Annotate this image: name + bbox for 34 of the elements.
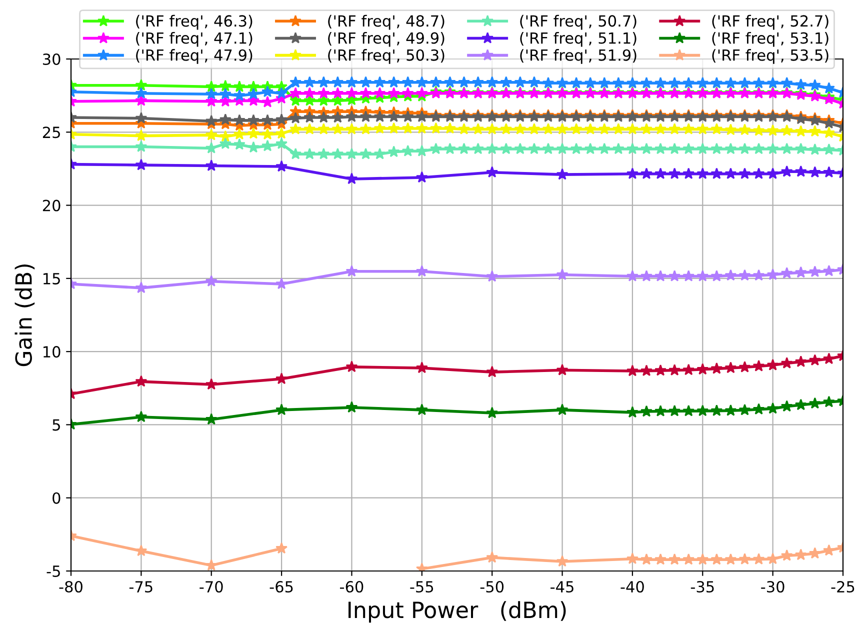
x-tick-label: -40 <box>620 580 644 593</box>
legend-label: ('RF freq', 51.9) <box>520 49 636 64</box>
legend-label: ('RF freq', 46.3) <box>136 14 252 30</box>
x-tick-label: -80 <box>59 580 82 593</box>
y-tick-label: 10 <box>44 346 60 358</box>
y-tick-label: -5 <box>46 566 60 578</box>
legend-label: ('RF freq', 50.7) <box>520 14 636 30</box>
y-tick-label: 15 <box>44 273 60 284</box>
x-tick-label: -65 <box>270 580 293 593</box>
x-tick-label: -30 <box>761 580 784 593</box>
x-axis-title: Input Power (dBm) <box>348 601 566 623</box>
y-tick-label: 20 <box>42 200 60 212</box>
legend-label: ('RF freq', 47.9) <box>136 49 252 64</box>
x-tick-label: -25 <box>831 580 854 593</box>
legend-label: ('RF freq', 50.3) <box>328 49 444 64</box>
x-tick-label: -60 <box>340 580 364 593</box>
x-tick-label: -50 <box>480 580 504 593</box>
x-tick-label: -45 <box>550 581 574 593</box>
legend-label: ('RF freq', 53.1) <box>712 32 828 47</box>
y-tick-label: 30 <box>43 53 60 66</box>
legend-label: ('RF freq', 51.1) <box>520 32 636 47</box>
x-tick-label: -75 <box>129 581 152 593</box>
y-tick-label: 0 <box>52 492 60 504</box>
y-tick-label: 25 <box>42 126 60 138</box>
legend-label: ('RF freq', 52.7) <box>712 14 828 30</box>
y-axis-title: Gain (dB) <box>14 264 35 366</box>
legend-label: ('RF freq', 53.5) <box>712 49 828 64</box>
x-tick-label: -35 <box>690 580 714 593</box>
x-tick-label: -55 <box>410 581 434 593</box>
x-tick-label: -70 <box>200 580 223 593</box>
legend-label: ('RF freq', 48.7) <box>328 14 444 30</box>
y-tick-label: 5 <box>52 419 60 431</box>
legend-label: ('RF freq', 47.1) <box>136 32 252 47</box>
legend-label: ('RF freq', 49.9) <box>328 32 444 47</box>
